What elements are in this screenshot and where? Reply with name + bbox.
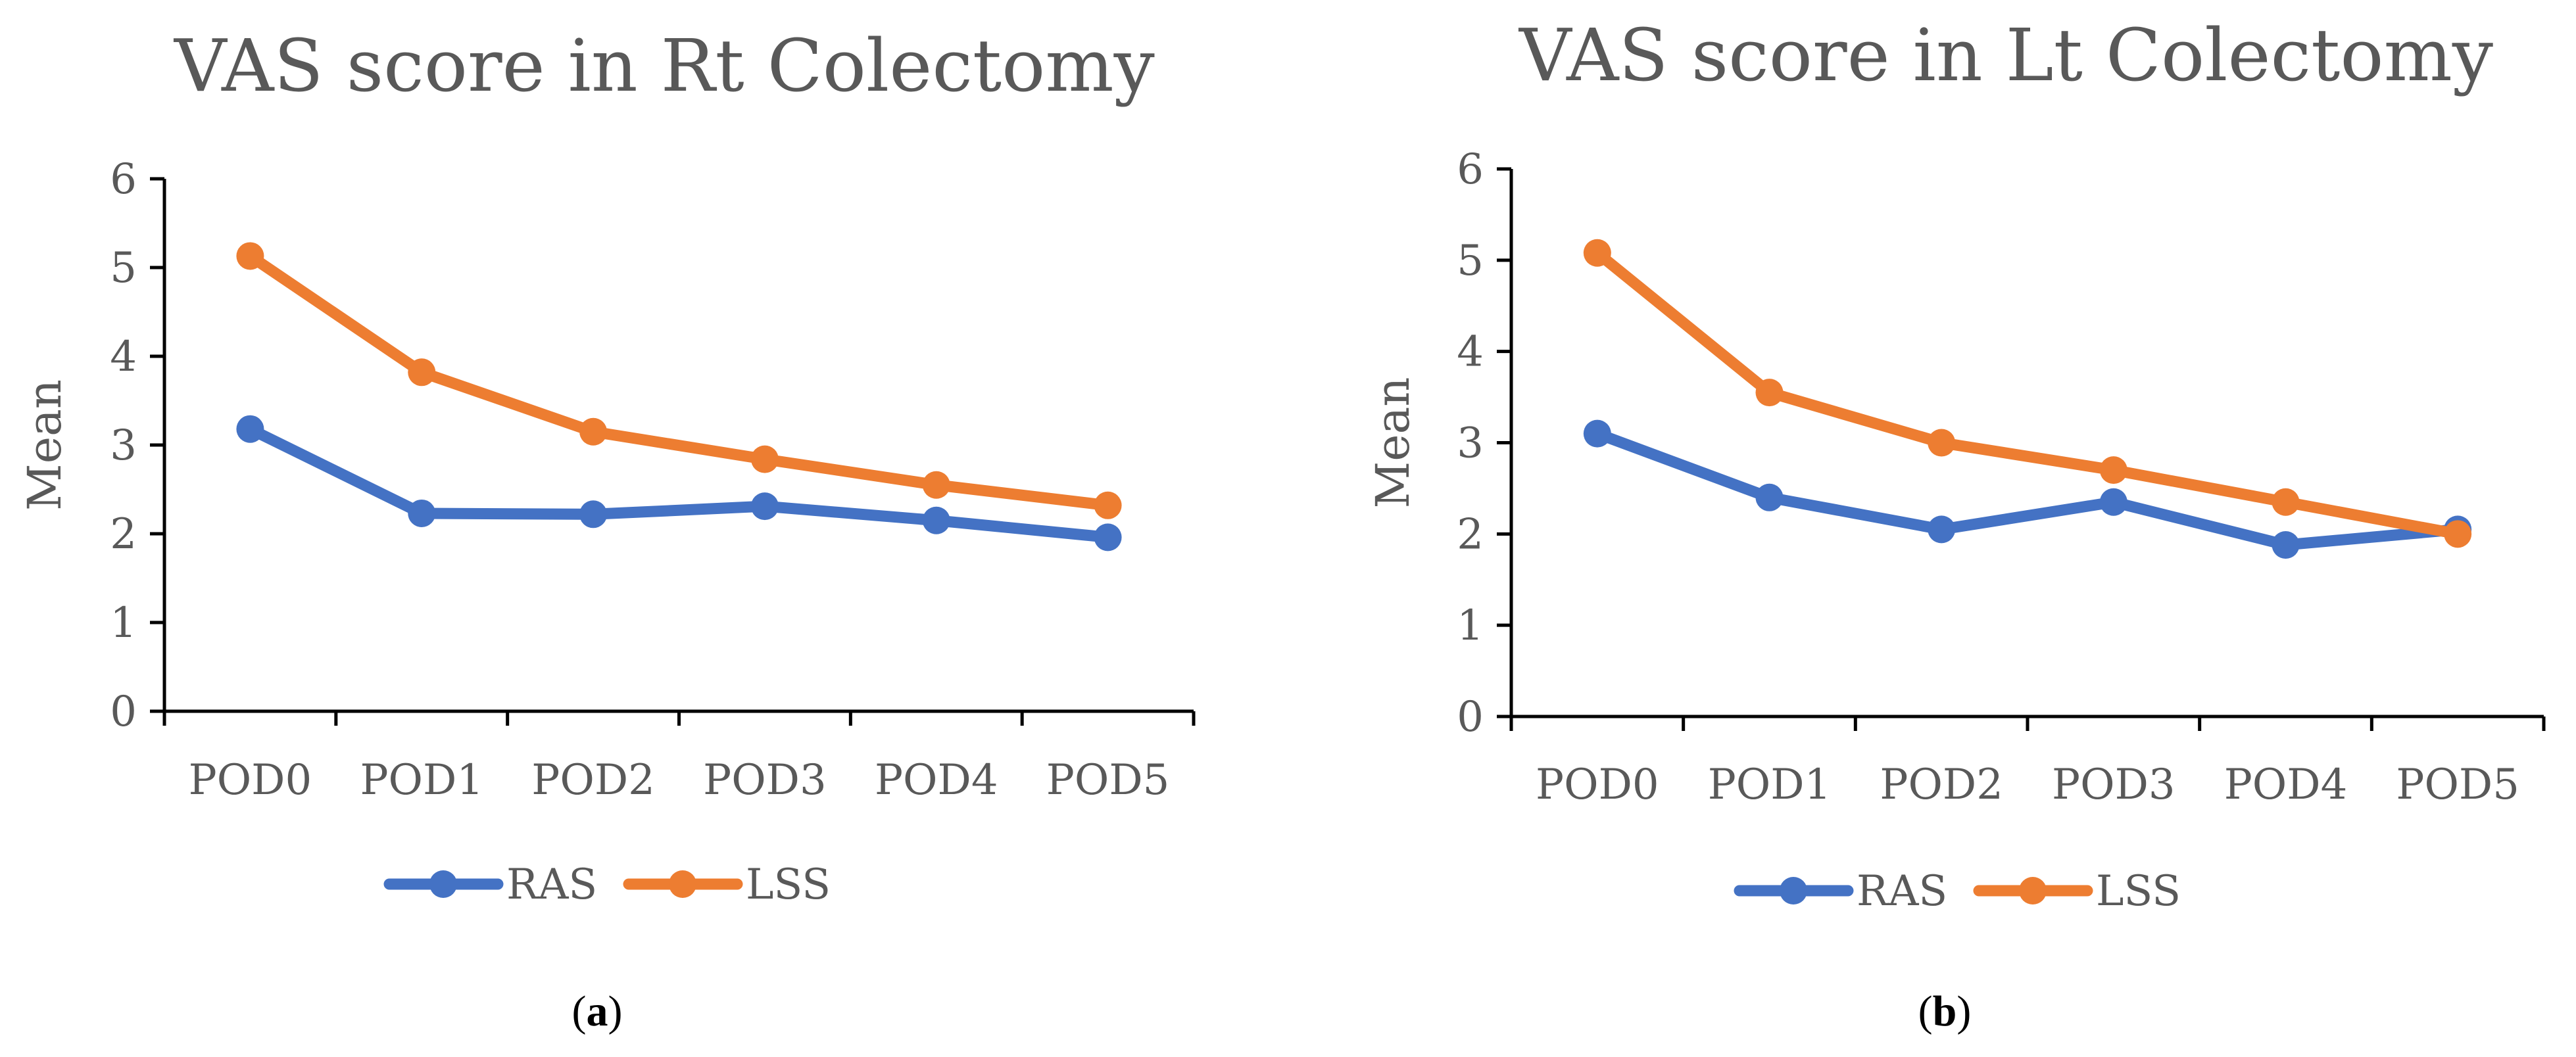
series-line-ras (1592, 428, 2464, 551)
data-point-ras (408, 499, 436, 527)
data-point-ras (236, 415, 264, 443)
data-point-lss (579, 417, 608, 446)
caption-letter: b (1933, 987, 1957, 1035)
data-point-lss (408, 358, 436, 387)
x-tick-label: POD2 (531, 756, 655, 805)
x-tick-label: POD4 (2224, 761, 2348, 809)
chart-panel-b: VAS score in Lt Colectomy 0 1 2 3 4 5 6 Mean POD0… (1366, 13, 2546, 1035)
chart-panel-a: VAS score in Rt Colectomy 0 1 2 3 4 5 6 Mean POD0… (18, 24, 1196, 1035)
y-tick-label: 3 (1457, 419, 1484, 468)
caption-letter: a (587, 987, 608, 1035)
panel-caption: (a) (572, 987, 623, 1035)
chart-title: VAS score in Lt Colectomy (1518, 13, 2493, 97)
data-point-lss (1755, 379, 1784, 407)
y-tick-label: 0 (1457, 693, 1484, 741)
y-tick-label: 2 (1457, 510, 1484, 559)
chart-title: VAS score in Rt Colectomy (173, 24, 1155, 108)
data-point-lss (236, 242, 264, 270)
x-tick-label: POD4 (875, 756, 998, 805)
series-line-ras (244, 423, 1114, 543)
x-tick-label: POD2 (1880, 761, 2003, 809)
legend-label-ras: RAS (1857, 867, 1947, 916)
data-point-ras (2099, 488, 2127, 516)
x-tick-label: POD3 (2052, 761, 2175, 809)
data-point-lss (1928, 429, 1956, 457)
y-tick-label: 4 (1457, 328, 1484, 377)
x-tick-label: POD1 (1708, 761, 1832, 809)
y-tick-label: 4 (110, 333, 137, 381)
x-tick-label: POD5 (1046, 756, 1170, 805)
legend-marker-lss (2019, 877, 2047, 904)
data-point-lss (2099, 456, 2127, 484)
y-tick-label: 0 (110, 688, 137, 736)
y-tick-label: 1 (1457, 601, 1484, 650)
y-tick-label: 2 (110, 510, 137, 559)
data-point-ras (1755, 483, 1784, 511)
legend-label-lss: LSS (2096, 867, 2181, 916)
data-point-ras (1583, 419, 1611, 448)
legend-label-lss: LSS (746, 860, 831, 909)
y-tick-label: 6 (1457, 145, 1484, 194)
series-line-lss (1592, 247, 2464, 540)
x-tick-label: POD0 (1536, 761, 1659, 809)
y-tick-label: 6 (110, 155, 137, 204)
y-axis-label: Mean (18, 379, 72, 511)
data-point-lss (1583, 239, 1611, 267)
data-point-lss (2444, 520, 2472, 548)
data-point-ras (750, 492, 779, 521)
data-point-lss (922, 471, 950, 499)
legend-marker-ras (1780, 877, 1807, 904)
x-tick-label: POD1 (360, 756, 483, 805)
legend-label-ras: RAS (506, 860, 597, 909)
caption-paren-close: ) (608, 987, 623, 1035)
legend-marker-ras (429, 870, 457, 898)
panel-caption: (b) (1918, 987, 1972, 1035)
data-point-ras (2272, 530, 2300, 559)
x-tick-label: POD3 (703, 756, 827, 805)
data-point-lss (2272, 488, 2300, 516)
caption-paren-open: ( (572, 987, 587, 1035)
y-tick-label: 5 (110, 244, 137, 293)
data-point-lss (750, 445, 779, 473)
y-tick-label: 1 (110, 599, 137, 647)
data-point-ras (579, 500, 608, 528)
y-tick-label: 5 (1457, 237, 1484, 285)
x-tick-label: POD5 (2396, 761, 2519, 809)
data-point-ras (922, 506, 950, 534)
caption-paren-close: ) (1956, 987, 1971, 1035)
data-point-lss (1094, 491, 1122, 519)
data-point-ras (1928, 515, 1956, 544)
y-axis-label: Mean (1366, 377, 1420, 509)
data-point-ras (1094, 523, 1122, 552)
y-tick-label: 3 (110, 421, 137, 470)
series-line-lss (244, 250, 1114, 511)
caption-paren-open: ( (1918, 987, 1933, 1035)
legend-marker-lss (669, 870, 696, 898)
x-tick-label: POD0 (189, 756, 312, 805)
